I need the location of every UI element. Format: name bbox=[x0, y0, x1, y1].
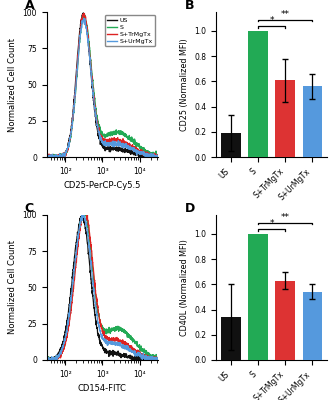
Bar bbox=[248, 31, 268, 157]
Y-axis label: CD40L (Normalized MFI): CD40L (Normalized MFI) bbox=[180, 239, 189, 336]
Text: A: A bbox=[24, 0, 34, 12]
Bar bbox=[276, 280, 295, 360]
Bar bbox=[303, 292, 322, 360]
Text: **: ** bbox=[281, 10, 290, 19]
Bar bbox=[303, 86, 322, 157]
Text: B: B bbox=[185, 0, 194, 12]
Y-axis label: CD25 (Normalized MFI): CD25 (Normalized MFI) bbox=[180, 38, 189, 131]
Text: **: ** bbox=[281, 213, 290, 222]
Text: D: D bbox=[185, 202, 195, 215]
Bar bbox=[276, 80, 295, 157]
Legend: US, S, S+TrMgTx, S+UrMgTx: US, S, S+TrMgTx, S+UrMgTx bbox=[105, 15, 155, 46]
Bar bbox=[248, 234, 268, 360]
Text: C: C bbox=[24, 202, 34, 215]
Y-axis label: Normalized Cell Count: Normalized Cell Count bbox=[8, 38, 17, 132]
Text: *: * bbox=[270, 16, 274, 25]
Y-axis label: Normalized Cell Count: Normalized Cell Count bbox=[8, 240, 17, 334]
X-axis label: CD154-FITC: CD154-FITC bbox=[78, 384, 127, 393]
X-axis label: CD25-PerCP-Cy5.5: CD25-PerCP-Cy5.5 bbox=[64, 181, 141, 190]
Text: *: * bbox=[270, 219, 274, 228]
Bar bbox=[221, 133, 240, 157]
Bar bbox=[221, 317, 240, 360]
